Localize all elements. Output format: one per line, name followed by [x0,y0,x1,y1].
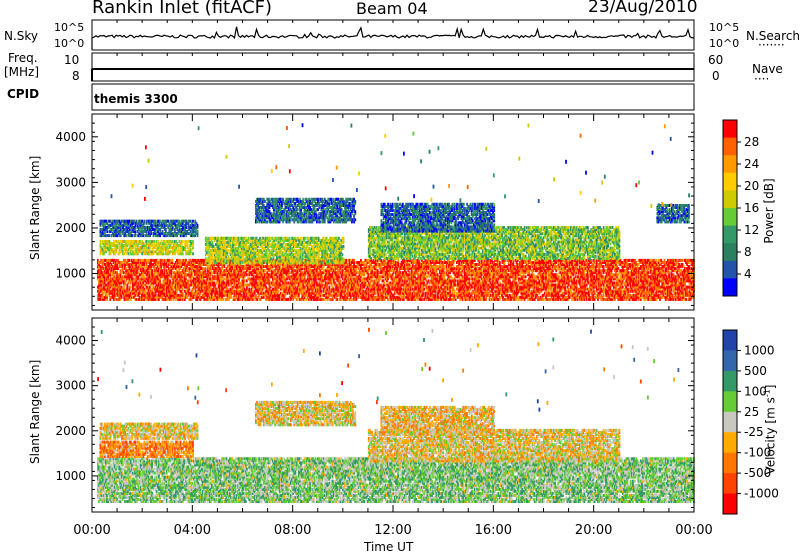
cpid-strip-frame [92,84,694,110]
scatter-cell [322,275,324,278]
scatter-cell [204,267,206,270]
scatter-cell [423,288,425,291]
freq-strip-frame [92,53,694,81]
scatter-cell [161,269,163,272]
scatter-cell [161,259,163,262]
scatter-cell [377,269,379,272]
nsky-strip-frame [92,20,694,50]
scatter-cell [336,298,338,301]
scatter-cell [135,298,137,301]
scatter-cell [222,298,224,301]
scatter-cell [202,267,204,270]
scatter-cell [353,259,355,262]
scatter-cell [269,279,271,282]
scatter-cell [328,286,330,289]
radar-figure: 1000200030004000 1000200030004000 282420… [0,0,800,554]
scatter-cell [246,273,248,276]
scatter-cell [123,271,125,274]
scatter-cell [129,259,131,262]
scatter-cell [345,259,347,262]
scatter-cell [248,288,250,291]
scatter-cell [387,298,389,301]
scatter-cell [444,271,446,274]
scatter-cell [264,269,266,272]
scatter-cell [283,275,285,278]
scatter-cell [361,277,363,280]
scatter-cell [289,271,291,274]
scatter-cell [211,271,213,274]
scatter-cell [244,279,246,282]
scatter-cell [384,282,386,285]
scatter-cell [351,298,353,301]
top-strips [92,20,694,110]
nsky-trace [92,27,694,49]
scatter-cell [278,290,280,293]
scatter-cell [203,259,205,262]
scatter-cell [444,265,446,268]
scatter-cell [321,290,323,293]
scatter-cell [169,279,171,282]
scatter-cell [130,286,132,289]
scatter-cell [151,269,153,272]
scatter-cell [340,279,342,282]
scatter-cell [255,294,257,297]
scatter-cell [120,269,122,272]
scatter-cell [277,275,279,278]
scatter-cell [172,259,174,262]
scatter-cell [223,277,225,280]
scatter-cell [437,273,439,276]
scatter-cell [187,279,189,282]
